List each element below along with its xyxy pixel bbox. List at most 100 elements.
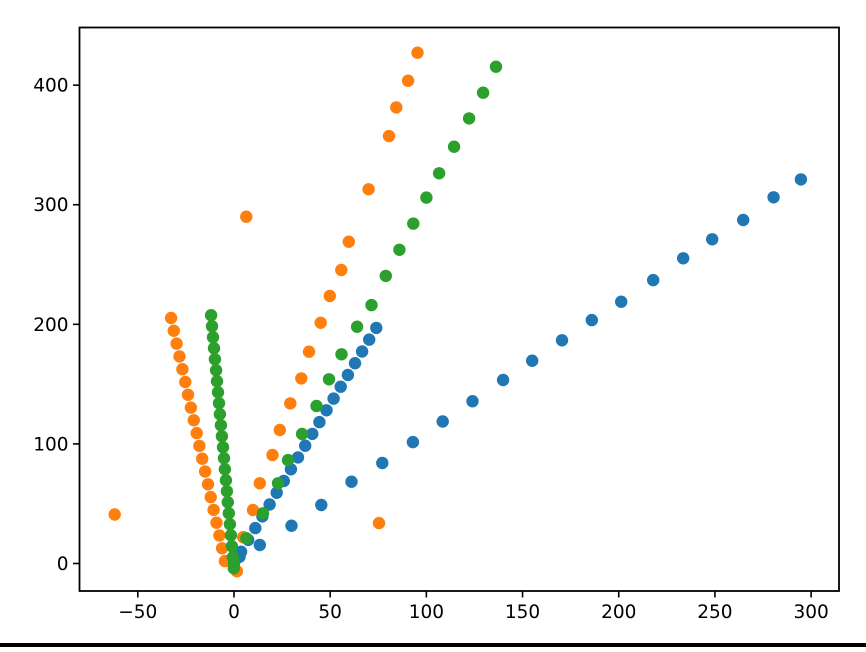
data-point [164,311,178,325]
data-point [240,532,253,545]
data-point [314,316,327,329]
data-point [393,243,406,256]
data-point [270,486,283,499]
data-point [466,395,479,408]
data-point [240,210,253,223]
data-point [253,477,266,490]
y-tick-label: 400 [33,76,68,97]
x-tick-label: −50 [118,602,157,623]
x-tick-label: 50 [318,602,342,623]
data-point [206,331,220,344]
data-point [220,485,234,498]
data-point [677,252,690,265]
series-orange-steep-trajectory [230,46,424,578]
data-point [363,333,376,346]
data-point [218,463,232,476]
data-point [376,456,389,470]
data-point [411,46,424,59]
data-point [348,357,362,370]
data-point [447,140,461,153]
x-tick-label: 250 [697,602,732,623]
data-point [210,375,224,388]
data-point [212,397,226,410]
data-point [794,173,808,186]
data-point [253,538,266,552]
data-point [266,448,279,462]
data-point [585,313,598,327]
data-point [310,399,323,413]
x-tick-label: 150 [505,602,540,623]
data-point [221,496,234,509]
data-point [342,235,355,248]
series-green-left-trajectory [204,309,240,575]
data-point [335,348,348,361]
data-point [225,540,239,553]
y-tick-label: 200 [33,315,68,336]
data-point [334,380,347,393]
data-point [211,386,225,399]
data-point [436,415,449,428]
x-tick-label: 200 [601,602,636,623]
data-point [615,295,628,308]
data-point [167,324,180,337]
data-point [216,441,230,454]
data-point [476,86,490,99]
data-point [246,503,260,517]
data-point [222,507,235,520]
data-point [345,475,358,488]
data-point [181,388,195,401]
x-tick-label: 100 [409,602,444,623]
data-point [341,368,355,382]
data-point [273,423,286,437]
x-axis: −50 0 50 100 150 200 250 300 [118,591,829,623]
data-point [420,191,433,204]
data-point [170,337,183,350]
data-point [647,273,660,287]
data-point [201,478,215,491]
data-point [295,372,308,385]
data-point [306,427,319,441]
data-point [196,452,209,465]
data-point [706,233,719,246]
data-point [372,516,386,530]
data-point [362,183,375,196]
data-point [299,439,312,452]
series-blue-shallow-trajectory [233,173,808,563]
data-point [226,551,239,564]
window-bottom-edge [0,643,866,647]
data-point [217,452,231,465]
series-orange-outliers [108,210,386,530]
data-point [227,562,240,575]
data-point [284,397,297,410]
data-point [204,309,218,322]
y-tick-label: 100 [33,434,68,455]
data-point [406,435,420,449]
data-point [295,427,309,441]
data-point [350,320,364,333]
data-point [432,167,446,180]
data-point [249,521,262,535]
data-point [370,321,383,335]
data-point [263,498,276,511]
series-orange-left-trajectory [164,311,232,568]
data-point [281,453,295,467]
data-point [198,465,212,478]
data-point [315,498,328,512]
data-point [327,392,340,405]
data-point [184,401,198,414]
data-point [176,363,189,376]
data-point [496,373,510,387]
data-point [173,350,186,363]
plot-border [78,26,840,592]
data-point [224,529,238,542]
data-point [407,217,420,230]
data-point [208,353,222,366]
data-point [302,345,316,358]
data-point [204,490,217,504]
data-point [205,320,219,333]
data-point [285,519,298,532]
data-point [179,375,192,389]
data-point [489,60,503,73]
